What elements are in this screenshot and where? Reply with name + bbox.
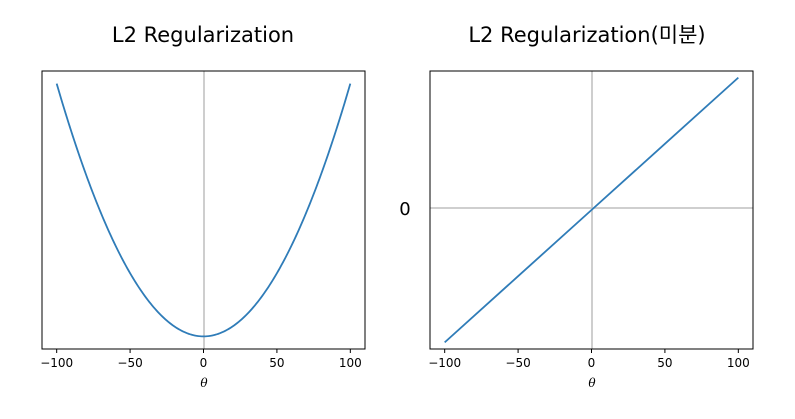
chart-l2-derivative-y-tick-zero: 0 [399, 199, 410, 220]
chart-l2-title: L2 Regularization [112, 23, 294, 47]
chart-l2-derivative-title: L2 Regularization(미분) [468, 23, 705, 47]
chart-l2-x-tick-label: 100 [339, 356, 362, 370]
chart-l2-x-axis: −100 −50 0 50 100 [40, 349, 362, 370]
chart-l2-derivative-x-label: θ [588, 376, 596, 390]
chart-l2-derivative-x-axis: −100 −50 0 50 100 [428, 349, 750, 370]
chart-l2-x-tick-label: −100 [40, 356, 73, 370]
chart-l2-derivative-x-tick-label: 0 [588, 356, 596, 370]
chart-l2-derivative-x-tick-label: 100 [727, 356, 750, 370]
chart-l2-series-line [55, 83, 352, 338]
chart-l2-derivative-x-tick-label: 50 [657, 356, 672, 370]
chart-l2-derivative: L2 Regularization(미분) −100 −50 0 50 100 0 θ [399, 23, 754, 390]
chart-l2-derivative-series-line [444, 76, 739, 344]
chart-l2: L2 Regularization −100 −50 0 50 100 θ [40, 23, 366, 390]
chart-l2-x-tick-label: −50 [117, 356, 142, 370]
chart-l2-derivative-x-tick-label: −50 [505, 356, 530, 370]
chart-l2-x-tick-label: 50 [269, 356, 284, 370]
chart-l2-x-tick-label: 0 [200, 356, 208, 370]
chart-l2-x-label: θ [200, 376, 208, 390]
chart-l2-derivative-x-tick-label: −100 [428, 356, 461, 370]
